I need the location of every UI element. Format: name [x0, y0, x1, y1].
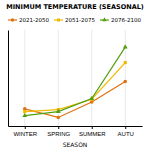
legend-label: 2051-2075 [65, 17, 95, 23]
x-tick: AUTU [118, 126, 134, 137]
x-tick-mark [25, 126, 26, 129]
series-marker [56, 116, 60, 120]
legend-item: 2051-2075 [54, 17, 95, 23]
series-marker [124, 61, 127, 64]
legend: 2021-2050 2051-2075 2076-2100 [8, 17, 141, 23]
legend-item: 2021-2050 [8, 17, 49, 23]
series-line [25, 81, 126, 117]
legend-label: 2021-2050 [19, 17, 49, 23]
x-axis-label: SEASON [63, 141, 88, 148]
series-marker [23, 110, 26, 113]
x-tick: SPRING [47, 126, 70, 137]
marks [22, 44, 127, 119]
y-axis-line [8, 31, 9, 127]
series-marker [123, 80, 127, 84]
x-tick-mark [125, 126, 126, 129]
title: MINIMUM TEMPERATURE (SEASONAL) [6, 3, 144, 11]
x-tick-mark [58, 126, 59, 129]
series-marker [56, 109, 61, 113]
series-marker [123, 44, 128, 48]
x-tick: WINTER [13, 126, 37, 137]
legend-label: 2076-2100 [111, 17, 141, 23]
x-tick-label: SPRING [47, 131, 70, 137]
x-tick: SUMMER [79, 126, 106, 137]
x-axis: WINTER SPRING SUMMER AUTU [9, 126, 143, 137]
x-tick-label: AUTU [118, 131, 134, 137]
chart: WINTER SPRING SUMMER AUTU MINIMUM TEMPERATUR… [0, 0, 150, 150]
grid [25, 30, 126, 126]
legend-swatch [54, 19, 63, 20]
legend-item: 2076-2100 [100, 17, 141, 23]
x-tick-label: WINTER [13, 131, 37, 137]
series-marker [89, 96, 94, 100]
plot-area: WINTER SPRING SUMMER AUTU [9, 30, 143, 137]
series-line [25, 47, 126, 116]
x-tick-label: SUMMER [79, 131, 106, 137]
y-axis [8, 31, 9, 127]
legend-marker [102, 17, 107, 21]
legend-marker [57, 19, 60, 22]
grid-line [91, 30, 92, 126]
x-tick-mark [92, 126, 93, 129]
series-marker [22, 113, 27, 117]
x-axis-line [9, 126, 143, 127]
legend-marker [11, 18, 14, 21]
